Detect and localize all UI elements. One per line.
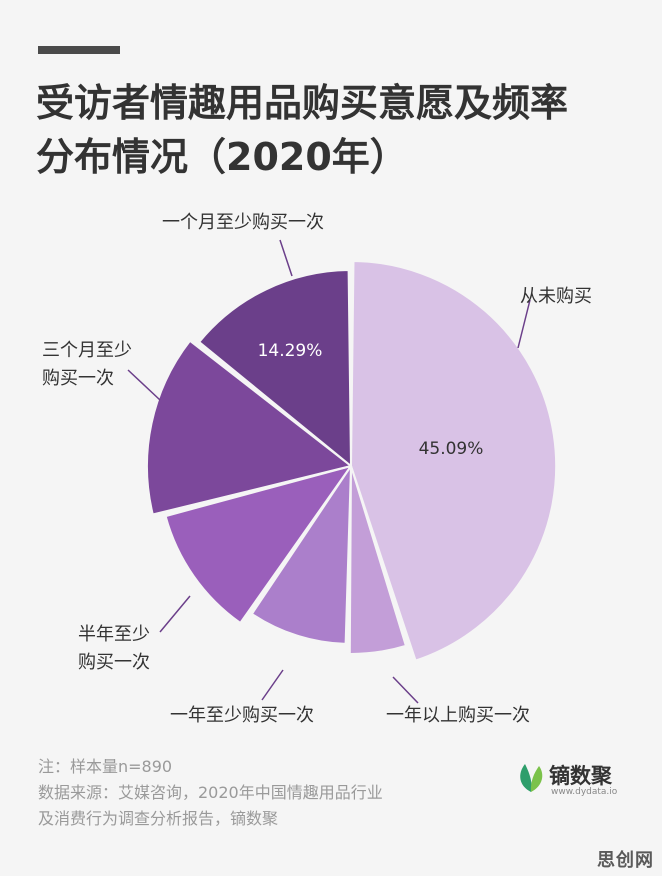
slice-value-label: 14.29% xyxy=(258,341,323,361)
leader-line xyxy=(159,595,191,633)
leader-line xyxy=(279,239,293,277)
pie-slice xyxy=(250,465,352,645)
slice-value-label: 45.09% xyxy=(419,439,484,459)
footnote: 注：样本量n=890 数据来源：艾媒咨询，2020年中国情趣用品行业 及消费行为… xyxy=(38,754,383,832)
brand-name: 镝数聚 xyxy=(549,764,612,788)
sample-size-note: 注：样本量n=890 xyxy=(38,757,173,776)
brand-logo-icon xyxy=(520,764,543,792)
source-note-line2: 及消费行为调查分析报告，镝数聚 xyxy=(38,809,279,828)
pie-slice xyxy=(348,465,407,656)
leader-line xyxy=(517,299,531,349)
leader-lines xyxy=(127,239,531,704)
title-accent-bar xyxy=(38,46,120,54)
chart-title-line1: 受访者情趣用品购买意愿及频率 xyxy=(36,81,569,125)
watermark: 思创网 xyxy=(597,850,654,871)
chart-title-line2: 分布情况（2020年） xyxy=(36,135,408,179)
brand-block: 镝数聚 www.dydata.io xyxy=(515,760,635,800)
slice-category-label: 一个月至少购买一次 xyxy=(162,212,324,233)
slice-category-label: 半年至少购买一次 xyxy=(78,624,150,673)
chart-title: 受访者情趣用品购买意愿及频率 分布情况（2020年） xyxy=(36,76,636,184)
brand-url: www.dydata.io xyxy=(551,787,618,797)
slice-category-label: 三个月至少购买一次 xyxy=(42,340,132,389)
leader-line xyxy=(392,676,419,704)
leader-line xyxy=(261,669,284,701)
pie-slice xyxy=(145,339,352,516)
slice-category-label: 从未购买 xyxy=(520,286,592,307)
pie-slices xyxy=(145,260,558,662)
pie-slice xyxy=(164,465,352,624)
pie-slice xyxy=(198,269,352,467)
pie-slice xyxy=(350,260,558,662)
slice-category-label: 一年至少购买一次 xyxy=(170,705,314,726)
slice-category-label: 一年以上购买一次 xyxy=(386,705,530,726)
leader-line xyxy=(127,369,161,401)
source-note-line1: 数据来源：艾媒咨询，2020年中国情趣用品行业 xyxy=(38,783,383,802)
